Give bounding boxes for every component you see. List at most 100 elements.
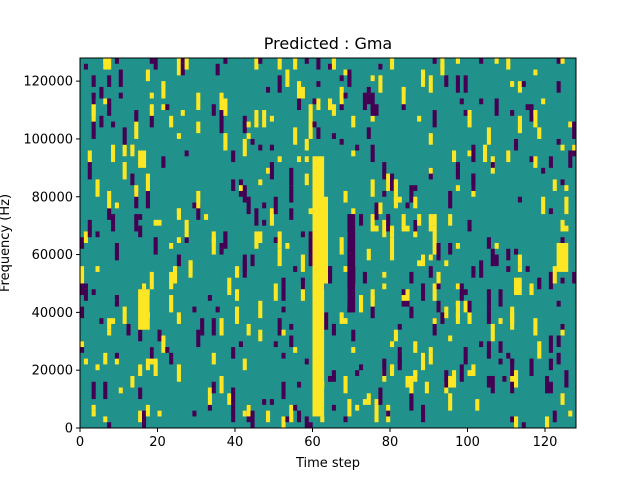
heatmap-cell [242,138,247,157]
heatmap-cell [494,254,499,267]
heatmap-cell [83,358,88,365]
heatmap-cell [91,121,96,139]
heatmap-cell [289,208,294,220]
heatmap-cell [362,271,367,284]
heatmap-cell [157,219,162,226]
y-tick-label: 100000 [23,132,73,147]
heatmap-cell [339,86,344,105]
heatmap-cell [428,254,433,261]
heatmap-cell [231,150,236,163]
heatmap-cell [359,364,364,371]
heatmap-cell [107,190,112,209]
heatmap-cell [393,179,398,191]
heatmap-cell [111,318,116,324]
heatmap-cell [235,306,240,324]
heatmap-cell [417,214,422,226]
heatmap-band [556,243,569,272]
heatmap-cell [467,370,472,376]
heatmap-cell [370,289,375,301]
heatmap-cell [479,58,484,64]
heatmap-cell [176,237,181,243]
heatmap-cell [107,329,112,336]
heatmap-cell [568,121,573,128]
heatmap-cell [545,387,550,394]
heatmap-cell [83,283,88,301]
heatmap-cell [246,133,251,139]
heatmap-cell [91,75,96,87]
heatmap-cell [215,306,220,313]
heatmap-cell [421,69,426,87]
heatmap-cell [529,104,534,122]
heatmap-cell [180,110,185,116]
heatmap-cell [246,121,251,128]
heatmap-cell [103,98,108,105]
heatmap-cell [320,416,325,423]
heatmap-cell [223,58,228,64]
heatmap-cell [471,173,476,186]
heatmap-cell [138,214,143,220]
heatmap-cell [390,237,395,243]
heatmap-cell [161,335,166,353]
heatmap-cell [219,248,224,255]
heatmap-cell [405,202,410,209]
x-tick-label: 20 [149,435,166,450]
heatmap-cell [277,75,282,93]
heatmap-cell [176,133,181,139]
heatmap-cell [444,370,449,388]
heatmap-cell [114,300,119,307]
heatmap-cell [537,127,542,139]
heatmap-cell [572,144,577,151]
heatmap-cell [552,410,557,423]
heatmap-cell [80,237,85,249]
heatmap-cell [463,75,468,93]
heatmap-cell [300,277,305,290]
heatmap-cell [475,399,480,411]
heatmap-cell [548,335,553,353]
heatmap-cell [343,266,348,272]
heatmap-cell [382,283,387,290]
heatmap-cell [432,318,437,324]
heatmap-cell [223,231,228,243]
heatmap-cell [355,144,360,151]
heatmap-cell [207,295,212,301]
heatmap-cell [339,237,344,255]
heatmap-cell [304,156,309,163]
heatmap-cell [390,243,395,261]
heatmap-cell [192,202,197,209]
heatmap-cell [331,104,336,116]
heatmap-cell [211,104,216,116]
heatmap-cell [285,69,290,87]
heatmap-cell [91,410,96,417]
heatmap-cell [517,81,522,93]
heatmap-cell [421,283,426,301]
heatmap-cell [556,81,561,93]
heatmap-cell [207,404,212,411]
heatmap-cell [169,115,174,128]
heatmap-band [138,289,150,330]
heatmap-cell [227,393,232,405]
heatmap-cell [436,283,441,290]
heatmap-cell [564,225,569,232]
heatmap-cell [250,138,255,145]
heatmap-cell [455,75,460,93]
heatmap-cell [83,63,88,70]
heatmap-cell [498,289,503,307]
heatmap-cell [304,416,309,428]
heatmap-cell [382,190,387,197]
heatmap-cell [564,196,569,215]
heatmap-cell [269,399,274,405]
heatmap-cell [176,312,181,324]
heatmap-cell [506,352,511,359]
heatmap-cell [421,352,426,371]
heatmap-cell [452,370,457,388]
heatmap-cell [432,58,437,64]
heatmap-cell [138,410,143,423]
heatmap-cell [277,248,282,267]
heatmap-cell [258,300,263,319]
heatmap-cell [370,144,375,163]
chart-title: Predicted : Gma [264,34,392,53]
heatmap-cell [145,358,150,371]
heatmap-cell [91,98,96,116]
heatmap-cell [304,358,309,365]
heatmap-cell [192,410,197,417]
